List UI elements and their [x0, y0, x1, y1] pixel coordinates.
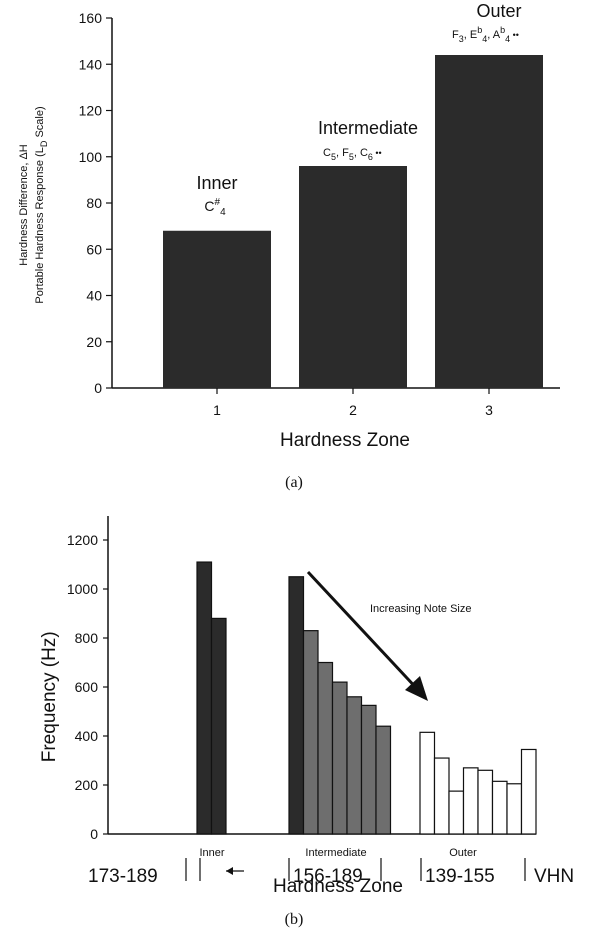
y-tick-label-b: 800 [75, 630, 99, 646]
trend-arrow-head [405, 676, 428, 701]
bar-intermediate-6 [360, 704, 377, 835]
y-tick-label-a: 80 [86, 195, 102, 211]
annotation-inner: Inner [196, 173, 237, 193]
bar-outer-5 [477, 769, 494, 835]
y-tick-label-a: 140 [79, 56, 103, 72]
x-tick-label-a: 2 [349, 402, 357, 418]
x-tick-label-a: 3 [485, 402, 493, 418]
y-tick-label-a: 100 [79, 149, 103, 165]
bar-outer-4 [462, 767, 479, 835]
bar-zone-3 [435, 55, 543, 388]
bar-intermediate-7 [375, 725, 392, 835]
notes-outer: F3, Eb4, Ab4 •• [452, 25, 519, 44]
x-axis-label-b: Hardness Zone [273, 876, 403, 897]
bar-zone-2 [299, 166, 407, 388]
bar-outer-3 [448, 790, 465, 835]
bar-inner-2 [210, 617, 227, 835]
y-tick-label-b: 0 [90, 826, 98, 842]
caption-a: (a) [285, 474, 303, 491]
y-tick-label-b: 200 [75, 777, 99, 793]
y-tick-label-b: 600 [75, 679, 99, 695]
y-tick-label-b: 1000 [67, 581, 98, 597]
zone-label-inner: Inner [199, 847, 224, 859]
bar-outer-2 [433, 757, 450, 835]
notes-inner: C#4 [204, 197, 226, 218]
bar-intermediate-3 [317, 661, 334, 835]
caption-b: (b) [285, 911, 304, 928]
y-tick-label-a: 120 [79, 103, 103, 119]
range-inner: 173-189 [88, 866, 158, 887]
zone-label-outer: Outer [449, 847, 477, 859]
y-tick-label-a: 60 [86, 241, 102, 257]
range-outer: 139-155 [425, 866, 495, 887]
arrow-label: Increasing Note Size [370, 603, 472, 615]
bar-intermediate-5 [346, 696, 363, 835]
bar-intermediate-1 [288, 576, 305, 835]
x-tick-label-a: 1 [213, 402, 221, 418]
zone-label-intermediate: Intermediate [305, 847, 366, 859]
range-intermediate: 156-189 [293, 866, 363, 887]
bar-outer-1 [419, 731, 436, 835]
y-axis-label-a-line2: Portable Hardness Response (LD Scale) [34, 106, 49, 303]
range-arrow-head [226, 867, 233, 875]
bar-outer-7 [506, 783, 523, 835]
notes-intermediate: C5, F5, C6 •• [323, 147, 382, 162]
bar-outer-6 [491, 780, 508, 835]
y-tick-label-a: 40 [86, 288, 102, 304]
bar-intermediate-4 [331, 681, 348, 835]
annotation-intermediate: Intermediate [318, 118, 418, 138]
trend-arrow-line [306, 570, 422, 694]
bar-intermediate-2 [302, 630, 319, 835]
y-tick-label-a: 0 [94, 380, 102, 396]
y-tick-label-a: 160 [79, 10, 103, 26]
annotation-outer: Outer [476, 1, 521, 21]
y-tick-label-a: 20 [86, 334, 102, 350]
bar-inner-1 [196, 561, 213, 835]
y-axis-label-b: Frequency (Hz) [39, 631, 60, 762]
vhn-unit: VHN [534, 866, 574, 887]
x-axis-label-a: Hardness Zone [280, 430, 410, 451]
y-tick-label-b: 400 [75, 728, 99, 744]
y-tick-label-b: 1200 [67, 532, 98, 548]
bar-outer-8 [520, 748, 537, 835]
bar-zone-1 [163, 230, 271, 388]
y-axis-label-a-line1: Hardness Difference, ΔH [18, 144, 30, 266]
